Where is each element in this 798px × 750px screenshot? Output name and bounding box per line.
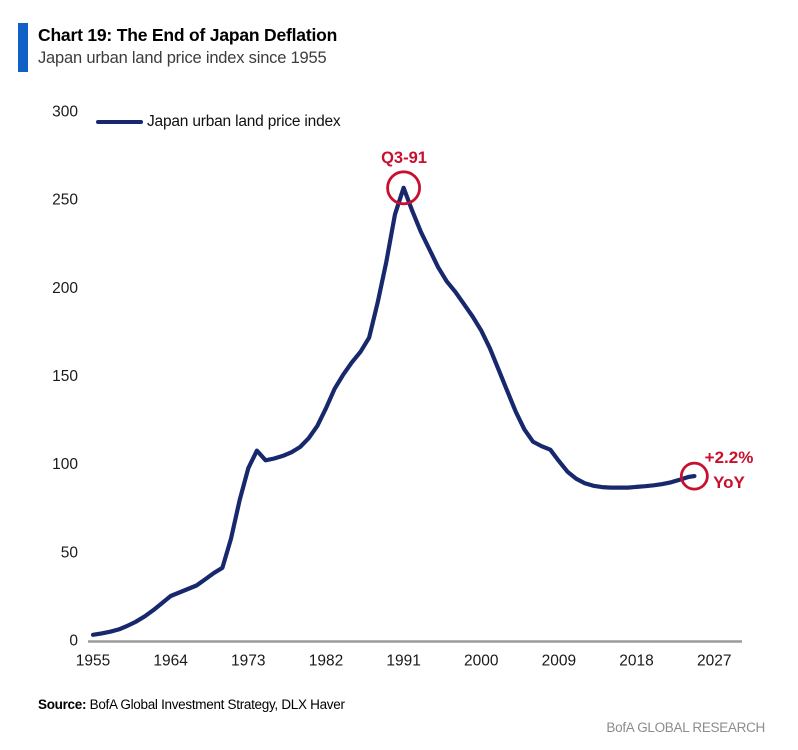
price-index-line (90, 185, 697, 637)
y-tick-label: 0 (69, 633, 78, 650)
y-tick-label: 300 (52, 104, 78, 121)
source-text: BofA Global Investment Strategy, DLX Hav… (86, 697, 345, 712)
latest-annotation-line1: +2.2% (704, 448, 754, 467)
x-tick-label: 1982 (309, 653, 343, 670)
x-tick-label: 1991 (386, 653, 420, 670)
brand-mark: BofA GLOBAL RESEARCH (606, 720, 765, 735)
source-label: Source: (38, 697, 87, 712)
latest-annotation-label: +2.2% YoY (692, 445, 766, 495)
x-tick-label: 2000 (464, 653, 499, 670)
latest-annotation-line2: YoY (713, 473, 745, 492)
chart-title: Chart 19: The End of Japan Deflation (38, 25, 338, 45)
chart-subtitle: Japan urban land price index since 1955 (38, 49, 327, 67)
x-tick-label: 1955 (76, 653, 110, 670)
peak-annotation-circle (386, 170, 422, 206)
peak-annotation-label: Q3-91 (381, 149, 427, 167)
title-accent-bar (18, 23, 28, 72)
legend: Japan urban land price index (96, 113, 341, 131)
x-tick-label: 1973 (231, 653, 265, 670)
legend-label: Japan urban land price index (147, 113, 341, 130)
x-tick-label: 2018 (619, 653, 653, 670)
y-tick-label: 50 (61, 544, 79, 561)
x-tick-label: 2009 (542, 653, 576, 670)
y-tick-label: 100 (52, 456, 78, 473)
y-tick-label: 250 (52, 192, 78, 209)
y-tick-label: 150 (52, 368, 78, 385)
x-tick-label: 1964 (153, 653, 188, 670)
source-note: Source: BofA Global Investment Strategy,… (38, 697, 345, 712)
x-tick-label: 2027 (697, 653, 731, 670)
y-tick-label: 200 (52, 280, 78, 297)
latest-annotation-circle (679, 461, 709, 491)
legend-line-swatch (96, 119, 143, 125)
